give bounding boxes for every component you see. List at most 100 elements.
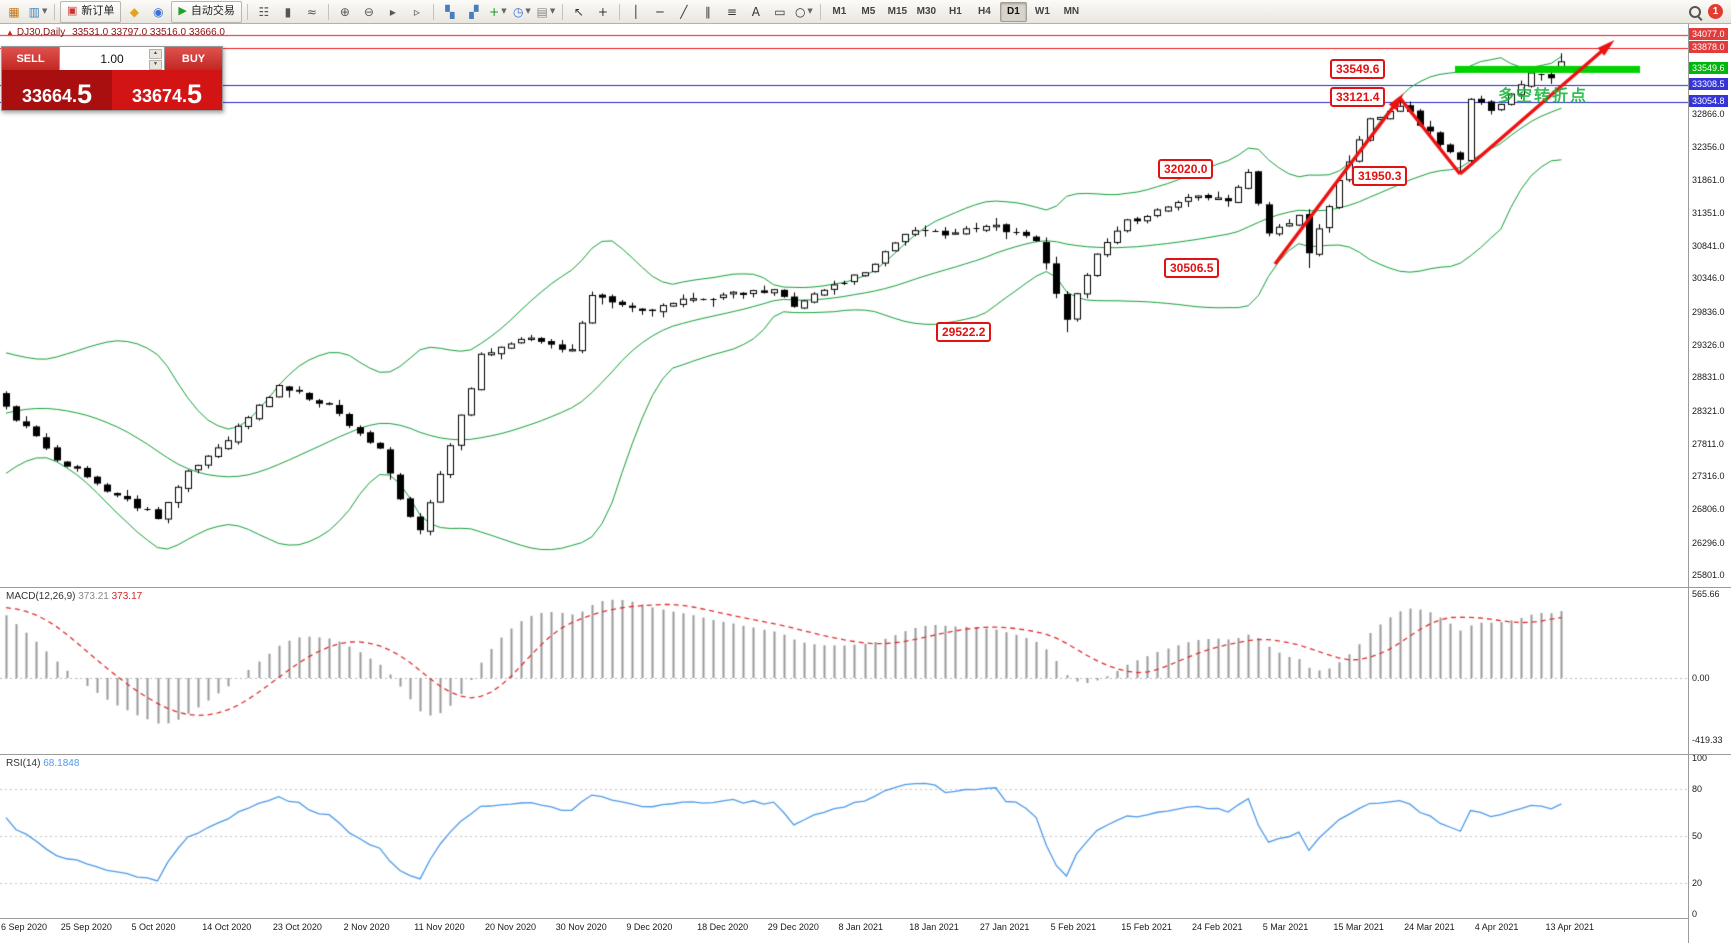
vertical-line-icon: │: [632, 4, 640, 19]
buy-button[interactable]: BUY: [165, 47, 222, 70]
timeframe-m1-button[interactable]: M1: [832, 6, 847, 17]
periods-icon: ◷: [512, 4, 524, 19]
autotrade-icon: ▶: [178, 5, 187, 17]
periods-button[interactable]: ◷ ▼: [511, 1, 533, 23]
date-label: 5 Oct 2020: [131, 922, 176, 932]
rsi-axis-label: 80: [1692, 784, 1703, 795]
cascade-windows-icon: ▞: [469, 4, 479, 19]
chevron-down-icon: ▼: [525, 7, 531, 15]
text-button[interactable]: A: [745, 1, 767, 23]
new-chart-icon: ▦: [8, 4, 20, 19]
crosshair-button[interactable]: +: [592, 1, 614, 23]
macd-signal-value: 373.17: [111, 591, 143, 602]
auto-scroll-icon: ▸: [389, 4, 396, 19]
ask-price[interactable]: 33674. 5: [112, 70, 222, 110]
cursor-button[interactable]: ↖: [568, 1, 590, 23]
metaeditor-button[interactable]: ◆: [123, 1, 145, 23]
fibonacci-button[interactable]: ≡: [721, 1, 743, 23]
chart-title: ▲ DJ30,Daily 33531.0 33797.0 33516.0 3366…: [6, 27, 225, 38]
date-label: 14 Oct 2020: [202, 922, 252, 932]
notification-badge[interactable]: 1: [1708, 4, 1723, 19]
shapes-button[interactable]: ○ ▼: [793, 1, 815, 23]
date-label: 4 Apr 2021: [1474, 922, 1519, 932]
zoom-in-button[interactable]: ⊕: [334, 1, 356, 23]
new-order-button-label: 新订单: [81, 5, 115, 17]
timeframe-m30-button[interactable]: M30: [916, 6, 937, 17]
rsi-indicator-canvas[interactable]: [0, 755, 1688, 918]
arrow-label-button[interactable]: ▭: [769, 1, 791, 23]
panel-separator[interactable]: [0, 754, 1731, 755]
toolbar-right: 1: [1688, 4, 1729, 19]
sell-button[interactable]: SELL: [2, 47, 59, 70]
chevron-down-icon: ▼: [549, 7, 556, 15]
auto-scroll-button[interactable]: ▸: [382, 1, 404, 23]
bid-price-pips: 5: [77, 79, 93, 109]
vertical-line-button[interactable]: │: [625, 1, 647, 23]
timeframe-d1-button[interactable]: D1: [999, 1, 1027, 22]
price-chart-canvas[interactable]: [0, 24, 1688, 588]
price-axis-label: 26296.0: [1692, 537, 1725, 548]
trendline-button[interactable]: ╱: [673, 1, 695, 23]
volume-up-button[interactable]: ▲: [149, 49, 162, 59]
indicators-button[interactable]: + ▼: [487, 1, 509, 23]
profiles-button[interactable]: ▥ ▼: [27, 1, 49, 23]
rsi-value: 68.1848: [43, 758, 80, 769]
terminal-button[interactable]: ◉: [147, 1, 169, 23]
price-axis-label: 28321.0: [1692, 405, 1725, 416]
timeframe-h1-button[interactable]: H1: [948, 6, 962, 17]
toolbar-separator: [246, 3, 248, 20]
horizontal-line-button[interactable]: ─: [649, 1, 671, 23]
templates-button[interactable]: ▤ ▼: [535, 1, 557, 23]
tile-windows-button[interactable]: ▚: [439, 1, 461, 23]
bar-chart-icon: ☷: [258, 4, 270, 19]
date-label: 20 Nov 2020: [485, 922, 537, 932]
autotrade-button[interactable]: ▶ 自动交易: [171, 0, 242, 23]
date-label: 29 Dec 2020: [767, 922, 819, 932]
zoom-out-icon: ⊖: [363, 4, 374, 19]
search-icon[interactable]: [1688, 5, 1702, 19]
date-label: 8 Jan 2021: [838, 922, 884, 932]
timeframe-w1-button[interactable]: W1: [1034, 6, 1050, 17]
price-axis-label: 31861.0: [1692, 174, 1725, 185]
date-label: 24 Mar 2021: [1404, 922, 1455, 932]
toolbar-separator: [327, 3, 329, 20]
bid-price[interactable]: 33664. 5: [2, 70, 112, 110]
macd-name: MACD(12,26,9): [6, 591, 76, 602]
candlestick-button[interactable]: ▮: [277, 1, 299, 23]
line-chart-icon: ≈: [306, 4, 317, 19]
channel-button[interactable]: ∥: [697, 1, 719, 23]
macd-axis-label: 565.66: [1692, 589, 1720, 600]
date-label: 5 Feb 2021: [1050, 922, 1097, 932]
timeframe-m15-button[interactable]: M15: [887, 6, 908, 17]
toolbar-separator: [432, 3, 434, 20]
new-order-button[interactable]: ▣ 新订单: [60, 0, 122, 23]
price-axis-label: 30346.0: [1692, 273, 1725, 284]
rsi-name: RSI(14): [6, 758, 41, 769]
volume-down-button[interactable]: ▼: [149, 60, 162, 70]
price-axis-label: 32356.0: [1692, 142, 1725, 153]
indicators-icon: +: [489, 4, 500, 19]
date-label: 6 Sep 2020: [1, 922, 48, 932]
line-chart-button[interactable]: ≈: [301, 1, 323, 23]
macd-indicator-canvas[interactable]: [0, 588, 1688, 755]
ask-price-pips: 5: [187, 79, 203, 109]
rsi-axis-label: 20: [1692, 877, 1703, 888]
new-chart-button[interactable]: ▦: [3, 1, 25, 23]
price-line-tag: 34077.0: [1689, 28, 1728, 40]
panel-separator[interactable]: [0, 587, 1731, 588]
ask-price-main: 33674.: [131, 86, 188, 106]
timeframe-mn-button[interactable]: MN: [1063, 6, 1080, 17]
volume-field[interactable]: 1.00 ▲ ▼: [59, 47, 165, 70]
date-label: 9 Dec 2020: [626, 922, 673, 932]
timeframe-m5-button[interactable]: M5: [861, 6, 876, 17]
toolbar-separator: [618, 3, 620, 20]
bar-chart-button[interactable]: ☷: [253, 1, 275, 23]
timeframe-h4-button[interactable]: H4: [977, 6, 991, 17]
chart-shift-button[interactable]: ▹: [406, 1, 428, 23]
cascade-windows-button[interactable]: ▞: [463, 1, 485, 23]
time-axis[interactable]: 6 Sep 2020 25 Sep 2020 5 Oct 2020 14 Oct 20…: [0, 918, 1688, 943]
collapse-arrow-icon[interactable]: ▲: [6, 28, 14, 37]
zoom-out-button[interactable]: ⊖: [358, 1, 380, 23]
price-axis[interactable]: 32866.0 32356.0 31861.0 31351.0 30841.0 30346…: [1688, 24, 1731, 943]
